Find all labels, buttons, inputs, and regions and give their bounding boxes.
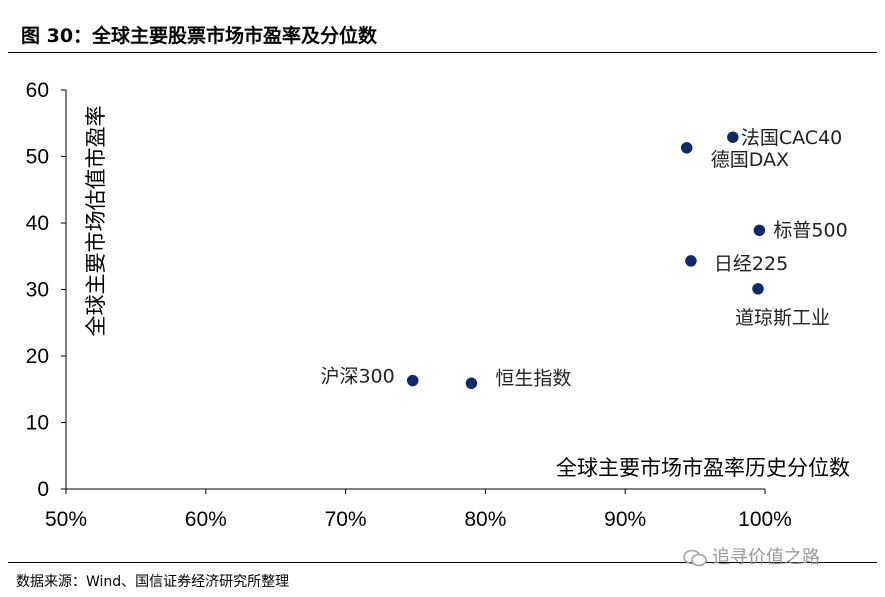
data-point bbox=[750, 281, 766, 297]
y-tick-label: 30 bbox=[26, 279, 49, 302]
x-tick-label: 50% bbox=[45, 508, 87, 531]
data-point bbox=[464, 376, 479, 391]
y-tick-label: 0 bbox=[37, 478, 49, 501]
y-tick-label: 20 bbox=[26, 345, 49, 368]
x-tick-label: 80% bbox=[464, 508, 506, 531]
x-tick-label: 90% bbox=[604, 508, 646, 531]
scatter-chart: 0 10 20 30 40 50 60 50% 60% 70% 80% 90% 100% 全球主要市场估值… bbox=[26, 79, 850, 531]
x-axis-title: 全球主要市场市盈率历史分位数 bbox=[556, 456, 850, 480]
y-tick-label: 60 bbox=[26, 79, 49, 102]
data-point-label: 恒生指数 bbox=[495, 367, 571, 389]
x-tick-label: 100% bbox=[738, 508, 792, 531]
data-point-label: 道琼斯工业 bbox=[735, 307, 830, 329]
y-axis-title: 全球主要市场估值市盈率 bbox=[84, 106, 108, 337]
y-tick-label: 10 bbox=[26, 412, 49, 435]
wechat-icon bbox=[683, 549, 707, 567]
data-point bbox=[725, 129, 741, 145]
data-point bbox=[679, 140, 694, 156]
watermark-text: 追寻价值之路 bbox=[712, 547, 820, 568]
y-tick-label: 40 bbox=[26, 212, 49, 235]
data-point-label: 沪深300 bbox=[320, 366, 394, 388]
data-point-label: 法国CAC40 bbox=[741, 127, 842, 149]
data-point bbox=[752, 223, 767, 238]
x-tick-label: 70% bbox=[325, 508, 367, 531]
x-tick-label: 60% bbox=[185, 508, 227, 531]
y-tick-label: 50 bbox=[26, 146, 49, 169]
figure-title: 图 30：全球主要股票市场市盈率及分位数 bbox=[21, 25, 378, 47]
data-point bbox=[405, 373, 420, 388]
data-point-label: 标普500 bbox=[773, 219, 847, 241]
watermark: 追寻价值之路 bbox=[682, 543, 820, 569]
data-point-label: 日经225 bbox=[714, 253, 788, 275]
source-note: 数据来源：Wind、国信证券经济研究所整理 bbox=[16, 574, 290, 590]
data-point bbox=[683, 253, 699, 269]
title-bar: 图 30：全球主要股票市场市盈率及分位数 bbox=[8, 0, 877, 53]
data-point-label: 德国DAX bbox=[711, 149, 789, 171]
bottom-divider bbox=[8, 562, 877, 563]
